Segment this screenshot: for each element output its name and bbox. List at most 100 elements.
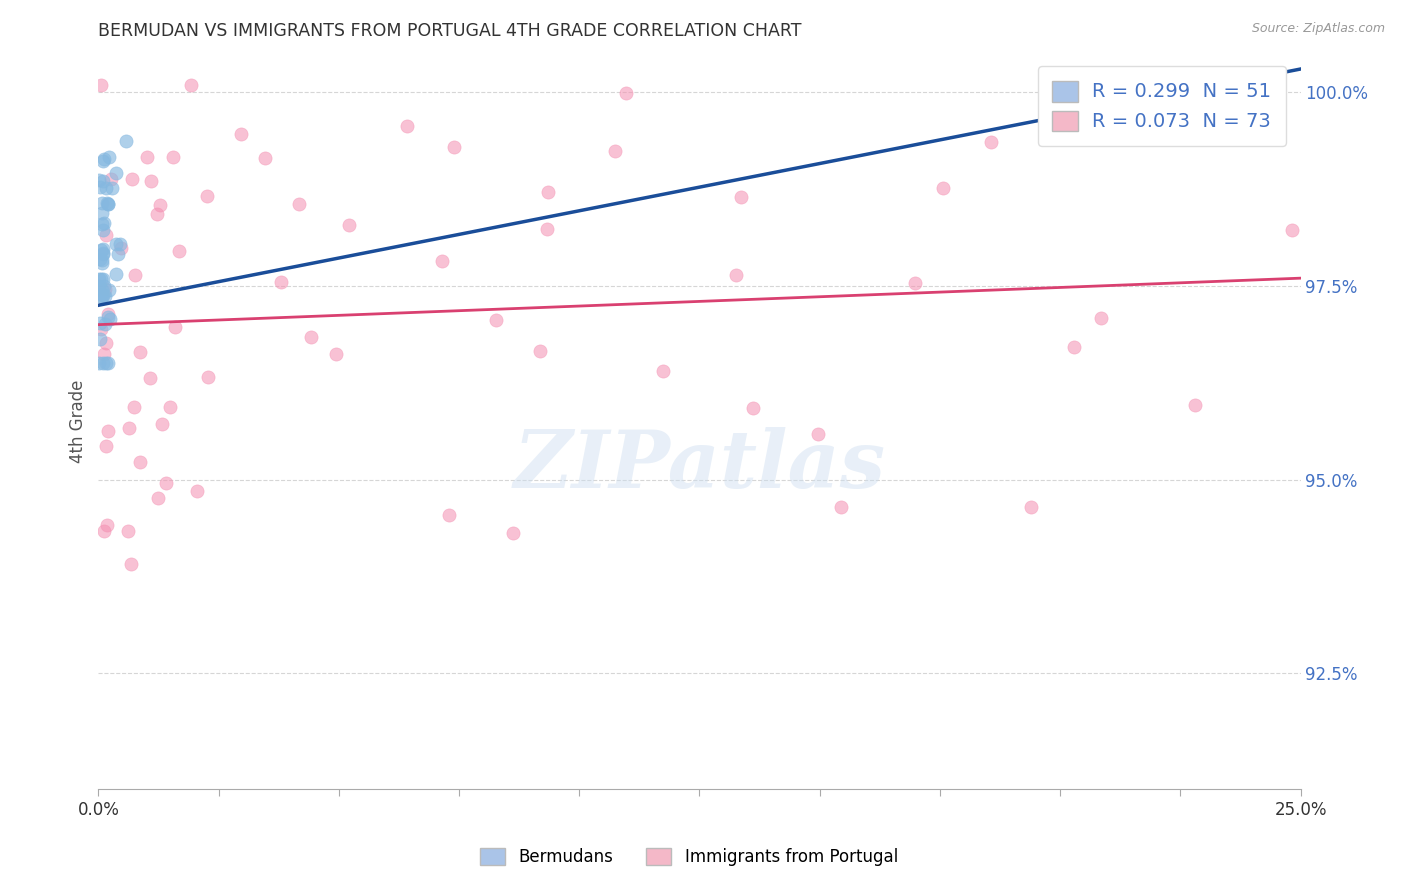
Point	[93, 347, 115, 361]
Point	[270, 275, 292, 289]
Point	[90, 288, 112, 302]
Point	[148, 491, 170, 505]
Text: BERMUDAN VS IMMIGRANTS FROM PORTUGAL 4TH GRADE CORRELATION CHART: BERMUDAN VS IMMIGRANTS FROM PORTUGAL 4TH…	[98, 22, 801, 40]
Point	[91, 242, 114, 256]
Point	[104, 236, 127, 251]
Point	[129, 455, 152, 469]
Point	[108, 237, 131, 252]
Point	[146, 206, 169, 220]
Point	[121, 172, 143, 186]
Point	[91, 223, 114, 237]
Point	[1063, 340, 1085, 354]
Point	[117, 524, 139, 538]
Point	[90, 290, 112, 304]
Point	[124, 268, 146, 282]
Point	[536, 221, 558, 235]
Point	[150, 417, 173, 431]
Text: ZIPatlas: ZIPatlas	[513, 427, 886, 504]
Point	[904, 276, 927, 290]
Point	[118, 420, 141, 434]
Point	[87, 172, 110, 186]
Point	[89, 316, 111, 330]
Point	[93, 279, 115, 293]
Text: Source: ZipAtlas.com: Source: ZipAtlas.com	[1251, 22, 1385, 36]
Point	[98, 150, 121, 164]
Point	[932, 181, 955, 195]
Legend: Bermudans, Immigrants from Portugal: Bermudans, Immigrants from Portugal	[474, 841, 904, 873]
Point	[614, 86, 637, 100]
Point	[120, 557, 142, 571]
Point	[115, 134, 138, 148]
Point	[91, 272, 114, 286]
Point	[90, 206, 112, 220]
Point	[91, 153, 114, 168]
Point	[830, 500, 852, 514]
Point	[139, 371, 162, 385]
Point	[807, 426, 830, 441]
Point	[91, 174, 114, 188]
Point	[91, 287, 114, 301]
Point	[299, 330, 322, 344]
Point	[325, 347, 347, 361]
Point	[93, 289, 115, 303]
Point	[229, 127, 252, 141]
Point	[90, 284, 112, 298]
Point	[485, 313, 508, 327]
Point	[287, 196, 309, 211]
Point	[91, 356, 114, 370]
Point	[93, 216, 115, 230]
Point	[90, 322, 112, 336]
Legend: R = 0.299  N = 51, R = 0.073  N = 73: R = 0.299 N = 51, R = 0.073 N = 73	[1038, 66, 1285, 146]
Point	[603, 144, 626, 158]
Point	[96, 517, 118, 532]
Point	[197, 370, 219, 384]
Point	[89, 180, 111, 194]
Point	[139, 173, 162, 187]
Point	[100, 172, 122, 186]
Point	[98, 283, 121, 297]
Point	[89, 356, 111, 370]
Point	[107, 247, 129, 261]
Point	[730, 190, 752, 204]
Point	[136, 150, 159, 164]
Point	[96, 356, 118, 370]
Point	[90, 243, 112, 257]
Point	[94, 336, 117, 351]
Point	[91, 217, 114, 231]
Point	[1281, 223, 1303, 237]
Point	[159, 400, 181, 414]
Point	[93, 524, 115, 538]
Point	[529, 344, 551, 359]
Point	[741, 401, 763, 415]
Point	[1019, 500, 1042, 514]
Point	[97, 197, 120, 211]
Point	[1204, 78, 1226, 92]
Point	[90, 272, 112, 286]
Point	[432, 254, 454, 268]
Point	[94, 282, 117, 296]
Point	[396, 120, 419, 134]
Point	[91, 256, 114, 270]
Point	[89, 252, 111, 266]
Point	[725, 268, 748, 282]
Point	[437, 508, 460, 523]
Point	[97, 424, 120, 438]
Point	[1184, 398, 1206, 412]
Point	[89, 332, 111, 346]
Point	[93, 152, 115, 166]
Point	[110, 241, 132, 255]
Point	[537, 186, 560, 200]
Point	[149, 198, 172, 212]
Point	[155, 476, 177, 491]
Point	[502, 525, 524, 540]
Point	[90, 78, 112, 92]
Point	[195, 189, 218, 203]
Point	[94, 227, 117, 242]
Point	[90, 252, 112, 267]
Point	[93, 245, 115, 260]
Point	[104, 166, 127, 180]
Point	[162, 150, 184, 164]
Point	[1219, 91, 1241, 105]
Point	[94, 439, 117, 453]
Point	[94, 317, 117, 331]
